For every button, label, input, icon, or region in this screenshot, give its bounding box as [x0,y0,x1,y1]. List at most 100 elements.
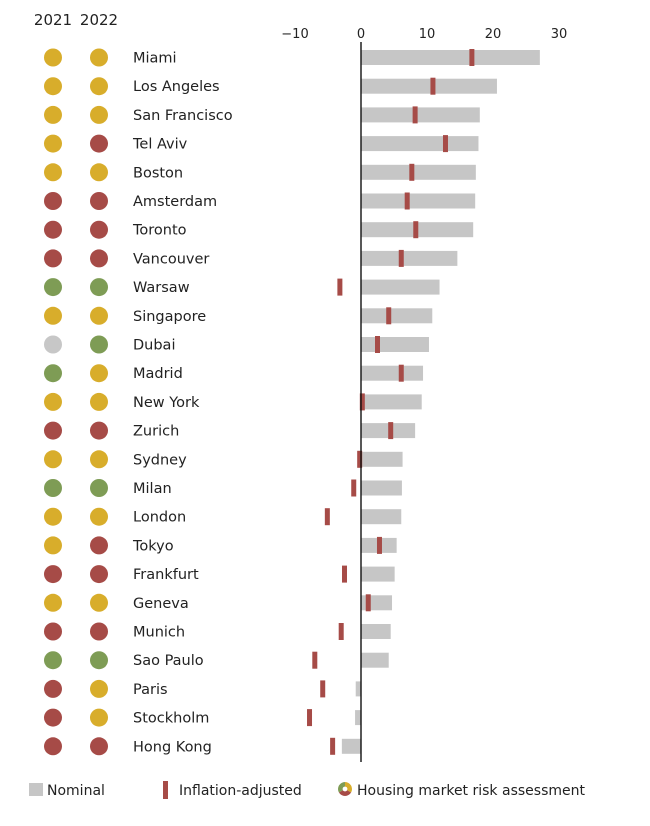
risk-2021-dot [44,536,62,555]
inflation-marker [398,249,404,267]
nominal-bar [341,738,361,754]
nominal-bar [361,193,476,209]
risk-2022-dot [90,622,108,641]
city-label: Dubai [133,338,175,354]
city-row: Boston [44,163,476,182]
inflation-marker [388,422,394,440]
nominal-bar [361,279,440,295]
risk-2021-dot [44,679,62,698]
inflation-marker [412,106,418,124]
x-tick-label: 10 [419,27,436,42]
nominal-bar [361,107,480,123]
x-tick-label: 0 [357,27,365,42]
inflation-marker [359,393,365,411]
risk-2022-dot [90,679,108,698]
risk-2021-dot [44,278,62,297]
city-label: Toronto [132,223,187,239]
year-header-2021: 2021 [34,11,72,29]
nominal-bar [361,624,391,639]
city-row: Sao Paulo [44,651,389,670]
city-label: Tel Aviv [132,137,188,153]
inflation-marker [404,192,410,210]
risk-2022-dot [90,163,108,182]
city-row: Miami [44,48,540,67]
risk-2021-dot [44,392,62,411]
nominal-bar [361,365,424,381]
risk-2021-dot [44,163,62,182]
inflation-marker [398,364,404,382]
city-row: San Francisco [44,105,480,124]
risk-2022-dot [90,421,108,440]
risk-2021-dot [44,479,62,497]
city-label: Boston [133,165,183,181]
city-row: Singapore [44,306,433,325]
risk-2022-dot [90,392,108,411]
nominal-bar [361,308,433,324]
risk-2022-dot [90,278,108,297]
risk-2022-dot [90,105,108,124]
inflation-marker [386,307,392,325]
risk-2022-dot [90,450,108,469]
risk-2022-dot [90,737,108,756]
risk-2021-dot [44,593,62,612]
inflation-marker [469,49,475,66]
city-label: Zurich [133,424,179,440]
risk-2021-dot [44,708,62,727]
city-label: Miami [133,51,177,67]
city-row: Stockholm [44,708,361,727]
city-row: Los Angeles [44,77,497,96]
city-label: Geneva [133,596,189,612]
city-label: Madrid [133,366,183,382]
city-label: San Francisco [133,108,233,124]
risk-2021-dot [44,134,62,153]
inflation-marker [375,336,380,353]
city-label: Los Angeles [133,79,220,95]
city-row: Paris [44,679,361,698]
inflation-marker [413,221,419,239]
risk-2021-dot [44,77,62,96]
year-headers: 2021 2022 [34,11,118,29]
risk-2021-dot [44,450,62,469]
inflation-marker [338,623,344,640]
risk-2021-dot [44,565,62,584]
nominal-bar [355,681,361,697]
city-label: Vancouver [133,251,209,267]
risk-2021-dot [44,507,62,526]
city-row: Tokyo [44,536,397,555]
inflation-marker [442,135,448,153]
city-label: Singapore [133,309,206,325]
inflation-marker [324,508,330,526]
risk-2022-dot [90,220,108,239]
inflation-marker [307,709,313,727]
city-row: Amsterdam [44,192,476,210]
risk-2022-dot [90,364,108,383]
inflation-marker [337,278,343,296]
risk-2021-dot [44,220,62,239]
inflation-marker [351,479,357,497]
risk-2021-dot [44,364,62,383]
city-row: Hong Kong [44,737,361,756]
city-row: Zurich [44,421,416,440]
risk-2022-dot [90,479,108,497]
risk-2022-dot [90,593,108,612]
nominal-bar [361,509,402,525]
risk-2021-dot [44,249,62,268]
inflation-marker [342,565,347,583]
city-label: Milan [133,481,172,497]
inflation-marker [376,536,382,554]
nominal-bar [361,595,393,611]
city-row: Munich [44,622,391,641]
nominal-bar [361,136,479,152]
nominal-bar [361,337,429,352]
legend-nominal-label: Nominal [47,783,105,799]
nominal-bar [361,423,416,439]
risk-2021-dot [44,48,62,67]
city-label: Sao Paulo [133,653,204,669]
inflation-marker [320,680,326,698]
risk-2021-dot [44,651,62,670]
risk-2021-dot [44,622,62,641]
nominal-bar [361,50,540,65]
x-tick-label: 20 [485,27,502,42]
city-label: Warsaw [133,280,190,296]
risk-2022-dot [90,536,108,555]
